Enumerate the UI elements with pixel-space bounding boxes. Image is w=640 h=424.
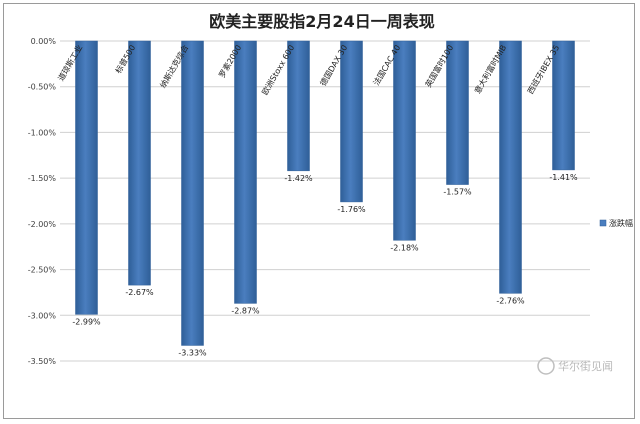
y-tick-label: -3.00% [28, 311, 57, 320]
legend-label: 涨跌幅 [609, 218, 633, 228]
chart-frame [3, 3, 635, 419]
data-label: -1.57% [443, 188, 472, 197]
y-tick-label: 0.00% [31, 37, 57, 46]
data-label: -1.41% [549, 173, 578, 182]
watermark-text: 华尔街见闻 [558, 359, 613, 373]
data-label: -2.18% [390, 243, 419, 252]
bar [499, 40, 522, 294]
data-label: -2.99% [72, 317, 101, 326]
bar [446, 40, 469, 185]
legend: 涨跌幅 [599, 218, 633, 228]
data-label: -2.67% [125, 288, 154, 297]
value-labels: -2.99% -2.67% -3.33% -2.87% -1.42% -1.76% -2.1… [72, 173, 578, 358]
legend-swatch [599, 219, 607, 227]
data-label: -1.76% [337, 205, 366, 214]
data-label: -1.42% [284, 174, 313, 183]
y-tick-label: -0.50% [28, 83, 57, 92]
bar [287, 40, 310, 172]
chart-title: 欧美主要股指2月24日一周表现 [209, 12, 434, 31]
bar [181, 40, 204, 346]
bar [552, 40, 575, 171]
data-label: -3.33% [178, 348, 207, 357]
bar [234, 40, 257, 304]
watermark-logo-icon [537, 357, 555, 375]
y-tick-label: -1.00% [28, 128, 57, 137]
bar [75, 40, 98, 315]
bar [128, 40, 151, 286]
bar [340, 40, 363, 203]
y-tick-label: -3.50% [28, 357, 57, 366]
y-tick-label: -2.00% [28, 220, 57, 229]
y-tick-label: -1.50% [28, 174, 57, 183]
watermark: 华尔街见闻 [537, 357, 613, 375]
bars [75, 40, 575, 346]
data-label: -2.76% [496, 296, 525, 305]
data-label: -2.87% [231, 306, 260, 315]
bar [393, 40, 416, 241]
y-tick-label: -2.50% [28, 266, 57, 275]
